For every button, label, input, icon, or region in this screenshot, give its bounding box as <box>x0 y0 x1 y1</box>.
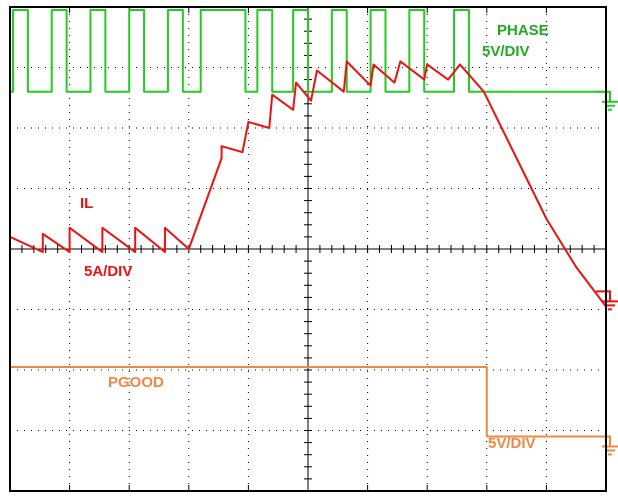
phase-label: PHASE <box>497 22 549 39</box>
trace-pgood <box>10 365 606 438</box>
il-scale-label: 5A/DIV <box>84 263 132 280</box>
il-label: IL <box>80 195 93 212</box>
ground-icon-phase <box>596 90 618 111</box>
ground-markers <box>596 90 618 456</box>
trace-phase <box>10 9 606 93</box>
plot-frame <box>9 6 607 492</box>
trace-il <box>9 60 607 308</box>
phase-scale-label: 5V/DIV <box>482 43 530 60</box>
traces <box>9 9 607 438</box>
pgood-label: PGOOD <box>108 374 164 391</box>
ground-icon-pgood <box>596 435 618 456</box>
pgood-scale-label: 5V/DIV <box>488 435 536 452</box>
ground-icon-il <box>596 290 618 311</box>
